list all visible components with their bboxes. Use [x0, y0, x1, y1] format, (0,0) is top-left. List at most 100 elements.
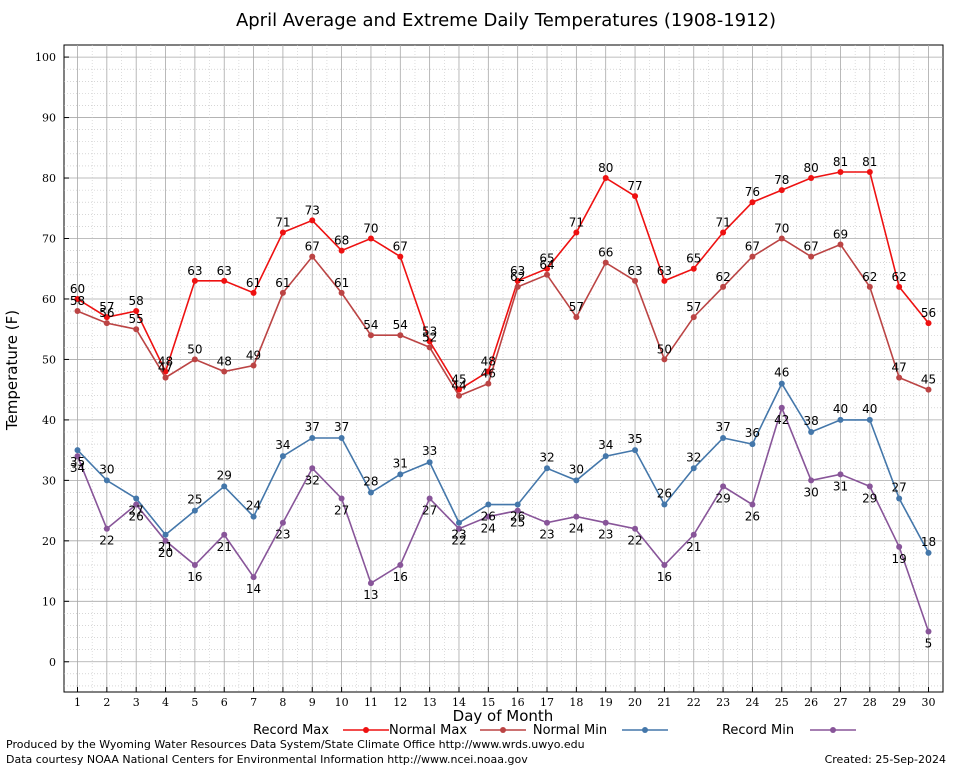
x-tick-label: 14	[452, 696, 466, 709]
legend-marker-normal-max	[500, 727, 506, 733]
normal-max-value-label: 61	[334, 276, 349, 290]
normal-min-point	[749, 441, 756, 448]
normal-max-value-label: 52	[422, 330, 437, 344]
footer-created: Created: 25-Sep-2024	[824, 753, 946, 766]
normal-min-value-label: 27	[129, 504, 144, 518]
normal-min-value-label: 28	[363, 474, 378, 488]
normal-min-point	[133, 495, 140, 502]
record-min-point	[749, 501, 756, 508]
record-min-value-label: 24	[569, 522, 584, 536]
record-max-point	[367, 235, 374, 242]
x-tick-label: 29	[892, 696, 906, 709]
normal-max-point	[778, 235, 785, 242]
normal-min-value-label: 46	[774, 366, 789, 380]
record-min-value-label: 31	[833, 479, 848, 493]
x-tick-label: 1	[74, 696, 81, 709]
record-min-value-label: 13	[363, 588, 378, 602]
normal-min-point	[573, 477, 580, 484]
record-max-value-label: 71	[715, 215, 730, 229]
normal-min-value-label: 34	[598, 438, 613, 452]
normal-max-value-label: 62	[862, 270, 877, 284]
record-min-value-label: 23	[598, 528, 613, 542]
normal-min-point	[426, 459, 433, 466]
normal-max-value-label: 64	[539, 258, 554, 272]
normal-min-value-label: 30	[99, 462, 114, 476]
normal-min-point	[74, 447, 81, 454]
data-labels: 60 57 58 48 63 63 61 71 73 68 70 67 53 45 48 63 65 71 80 77…	[70, 155, 936, 651]
record-max-value-label: 45	[451, 373, 466, 387]
normal-min-point	[896, 495, 903, 502]
normal-max-point	[866, 283, 873, 290]
normal-max-value-label: 66	[598, 246, 613, 260]
record-max-point	[632, 193, 639, 200]
record-min-value-label: 22	[451, 534, 466, 548]
normal-max-point	[602, 259, 609, 266]
record-max-point	[103, 314, 110, 321]
record-min-point	[544, 519, 551, 526]
legend-marker-record-min	[830, 727, 836, 733]
record-min-value-label: 27	[422, 504, 437, 518]
normal-min-point	[162, 531, 169, 538]
record-min-point	[309, 465, 316, 472]
normal-max-point	[367, 332, 374, 339]
normal-min-value-label: 24	[246, 499, 261, 513]
normal-max-value-label: 46	[481, 367, 496, 381]
normal-min-point	[632, 447, 639, 454]
normal-max-point	[808, 253, 815, 260]
normal-min-value-label: 25	[187, 493, 202, 507]
record-max-value-label: 48	[158, 355, 173, 369]
record-min-value-label: 29	[715, 491, 730, 505]
x-tick-label: 9	[309, 696, 316, 709]
normal-min-value-label: 18	[921, 535, 936, 549]
normal-max-point	[279, 289, 286, 296]
x-tick-label: 22	[687, 696, 701, 709]
legend-label-record-min: Record Min	[722, 723, 794, 738]
record-max-point	[866, 168, 873, 175]
normal-min-point	[720, 435, 727, 442]
record-max-value-label: 71	[275, 215, 290, 229]
normal-max-point	[896, 374, 903, 381]
x-tick-label: 3	[133, 696, 140, 709]
record-max-value-label: 53	[422, 324, 437, 338]
normal-max-value-label: 67	[803, 240, 818, 254]
normal-max-point	[133, 326, 140, 333]
record-min-point	[925, 628, 932, 635]
normal-min-value-label: 29	[217, 468, 232, 482]
legend-label-normal-max: Normal Max	[389, 723, 467, 738]
record-min-line	[76, 405, 930, 632]
record-max-point	[221, 277, 228, 284]
y-tick-label: 90	[42, 112, 56, 125]
normal-max-point	[309, 253, 316, 260]
normal-min-point	[837, 416, 844, 423]
normal-max-value-label: 54	[363, 318, 378, 332]
normal-min-point	[485, 501, 492, 508]
x-tick-label: 28	[863, 696, 877, 709]
y-axis-label: Temperature (F)	[3, 310, 21, 431]
normal-min-value-label: 27	[892, 481, 907, 495]
record-max-point	[485, 368, 492, 375]
x-tick-label: 4	[162, 696, 169, 709]
normal-max-value-label: 67	[745, 240, 760, 254]
record-max-point	[778, 187, 785, 194]
record-max-point	[573, 229, 580, 236]
normal-min-point	[925, 549, 932, 556]
record-min-point	[778, 404, 785, 411]
normal-max-value-label: 50	[187, 342, 202, 356]
record-min-point	[133, 501, 140, 508]
normal-min-value-label: 21	[158, 540, 173, 554]
normal-min-point	[279, 453, 286, 460]
record-min-point	[632, 525, 639, 532]
normal-min-value-label: 35	[70, 455, 85, 469]
normal-max-point	[690, 314, 697, 321]
record-max-value-label: 48	[481, 355, 496, 369]
record-max-point	[133, 308, 140, 315]
normal-max-point	[573, 314, 580, 321]
normal-max-point	[632, 277, 639, 284]
record-min-value-label: 21	[686, 540, 701, 554]
normal-min-point	[367, 489, 374, 496]
legend-label-record-max: Record Max	[253, 723, 329, 738]
normal-min-value-label: 35	[627, 432, 642, 446]
normal-min-value-label: 26	[657, 487, 672, 501]
normal-min-point	[544, 465, 551, 472]
record-max-point	[661, 277, 668, 284]
